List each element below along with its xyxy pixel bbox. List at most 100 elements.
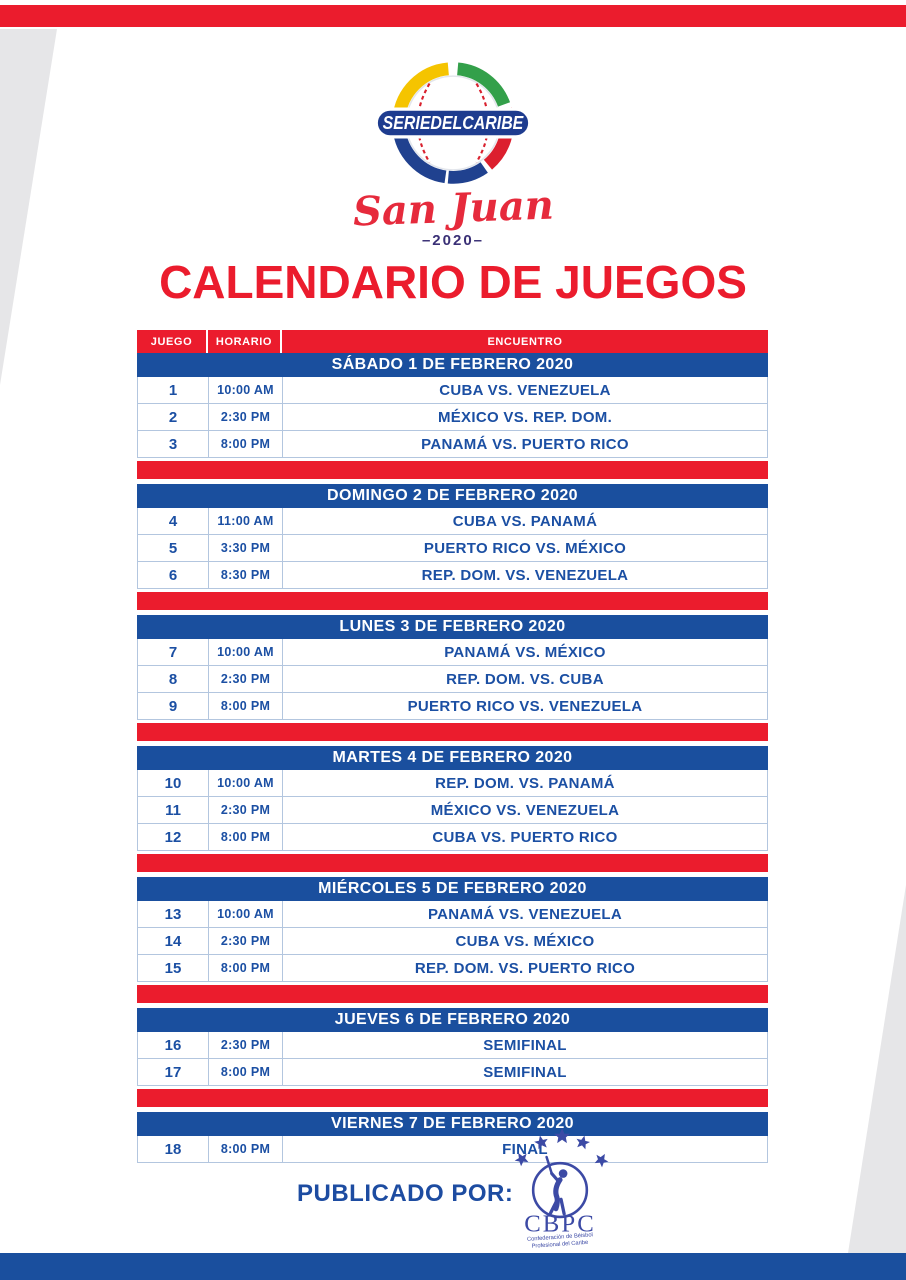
game-number: 7 <box>138 639 209 665</box>
schedule-table: JUEGO HORARIO ENCUENTRO SÁBADO 1 DE FEBR… <box>137 330 768 1163</box>
game-number: 12 <box>138 824 209 850</box>
game-time: 10:00 AM <box>209 639 283 665</box>
city-script: San Juan <box>351 181 555 236</box>
day-header: DOMINGO 2 DE FEBRERO 2020 <box>137 484 768 508</box>
red-divider <box>137 854 768 872</box>
table-row: 5 3:30 PM PUERTO RICO VS. MÉXICO <box>137 535 768 562</box>
game-time: 2:30 PM <box>209 797 283 823</box>
game-matchup: PUERTO RICO VS. MÉXICO <box>423 539 627 557</box>
table-row: 10 10:00 AM REP. DOM. VS. PANAMÁ <box>137 770 768 797</box>
cbpc-acronym: CBPC <box>524 1210 596 1237</box>
red-divider <box>137 592 768 610</box>
game-time: 2:30 PM <box>209 1032 283 1058</box>
table-row: 1 10:00 AM CUBA VS. VENEZUELA <box>137 377 768 404</box>
game-time: 8:00 PM <box>209 431 283 457</box>
game-matchup: CUBA VS. PUERTO RICO <box>432 828 618 846</box>
game-time: 8:00 PM <box>209 1136 283 1162</box>
published-by-label: PUBLICADO POR: <box>297 1180 514 1207</box>
game-time: 8:00 PM <box>209 693 283 719</box>
game-number: 2 <box>138 404 209 430</box>
game-number: 13 <box>138 901 209 927</box>
table-row: 14 2:30 PM CUBA VS. MÉXICO <box>137 928 768 955</box>
game-number: 9 <box>138 693 209 719</box>
bottom-right-gray-wedge <box>848 885 906 1253</box>
game-number: 16 <box>138 1032 209 1058</box>
table-row: 17 8:00 PM SEMIFINAL <box>137 1059 768 1086</box>
table-row: 18 8:00 PM FINAL <box>137 1136 768 1163</box>
table-row: 8 2:30 PM REP. DOM. VS. CUBA <box>137 666 768 693</box>
column-header-encuentro: ENCUENTRO <box>487 335 563 348</box>
game-time: 2:30 PM <box>209 928 283 954</box>
day-header: JUEVES 6 DE FEBRERO 2020 <box>137 1008 768 1032</box>
game-matchup: REP. DOM. VS. VENEZUELA <box>421 566 629 584</box>
game-matchup: REP. DOM. VS. CUBA <box>446 670 604 688</box>
table-row: 7 10:00 AM PANAMÁ VS. MÉXICO <box>137 639 768 666</box>
cbpc-subtitle-line2: Profesional del Caribe <box>531 1240 588 1250</box>
game-time: 8:00 PM <box>209 955 283 981</box>
game-matchup: CUBA VS. PANAMÁ <box>452 512 598 530</box>
red-divider <box>137 461 768 479</box>
game-number: 4 <box>138 508 209 534</box>
cbpc-logo: CBPC Confederación de Béisbol Profesiona… <box>514 1128 609 1250</box>
series-logo: SERIEDELCARIBE San Juan –2020– <box>0 58 906 249</box>
cbpc-stars-icon <box>514 1128 609 1168</box>
game-matchup: MÉXICO VS. VENEZUELA <box>430 801 620 819</box>
game-number: 17 <box>138 1059 209 1085</box>
game-time: 2:30 PM <box>209 666 283 692</box>
game-time: 8:00 PM <box>209 824 283 850</box>
game-matchup: CUBA VS. MÉXICO <box>455 932 595 950</box>
game-time: 10:00 AM <box>209 770 283 796</box>
table-row: 13 10:00 AM PANAMÁ VS. VENEZUELA <box>137 901 768 928</box>
page-title: CALENDARIO DE JUEGOS <box>159 256 747 308</box>
game-number: 6 <box>138 562 209 588</box>
table-row: 6 8:30 PM REP. DOM. VS. VENEZUELA <box>137 562 768 589</box>
game-number: 1 <box>138 377 209 403</box>
column-header-juego: JUEGO <box>137 330 208 353</box>
game-matchup: FINAL <box>502 1140 548 1158</box>
table-header-row: JUEGO HORARIO ENCUENTRO <box>137 330 768 353</box>
table-row: 3 8:00 PM PANAMÁ VS. PUERTO RICO <box>137 431 768 458</box>
game-number: 11 <box>138 797 209 823</box>
game-time: 8:30 PM <box>209 562 283 588</box>
logo-year: –2020– <box>421 232 485 249</box>
game-number: 18 <box>138 1136 209 1162</box>
day-header: MIÉRCOLES 5 DE FEBRERO 2020 <box>137 877 768 901</box>
game-matchup: REP. DOM. VS. PUERTO RICO <box>414 959 636 977</box>
game-matchup: PANAMÁ VS. PUERTO RICO <box>421 435 629 453</box>
red-divider <box>137 1089 768 1107</box>
game-matchup: PANAMÁ VS. MÉXICO <box>444 643 606 661</box>
cbpc-circle-icon <box>531 1161 589 1219</box>
day-header: LUNES 3 DE FEBRERO 2020 <box>137 615 768 639</box>
table-row: 12 8:00 PM CUBA VS. PUERTO RICO <box>137 824 768 851</box>
game-matchup: PUERTO RICO VS. VENEZUELA <box>407 697 643 715</box>
batter-icon <box>545 1155 568 1216</box>
table-row: 4 11:00 AM CUBA VS. PANAMÁ <box>137 508 768 535</box>
game-time: 8:00 PM <box>209 1059 283 1085</box>
bottom-blue-bar <box>0 1253 906 1280</box>
game-time: 10:00 AM <box>209 377 283 403</box>
top-red-bar <box>0 5 906 27</box>
game-number: 10 <box>138 770 209 796</box>
table-row: 9 8:00 PM PUERTO RICO VS. VENEZUELA <box>137 693 768 720</box>
game-number: 8 <box>138 666 209 692</box>
banner-text: SERIEDELCARIBE <box>383 113 524 133</box>
banner-pill <box>374 107 532 139</box>
cbpc-subtitle-line1: Confederación de Béisbol <box>527 1232 593 1243</box>
table-row: 16 2:30 PM SEMIFINAL <box>137 1032 768 1059</box>
day-header: VIERNES 7 DE FEBRERO 2020 <box>137 1112 768 1136</box>
game-matchup: PANAMÁ VS. VENEZUELA <box>427 905 623 923</box>
column-header-horario: HORARIO <box>208 330 282 353</box>
game-matchup: MÉXICO VS. REP. DOM. <box>437 408 613 426</box>
game-number: 5 <box>138 535 209 561</box>
game-time: 11:00 AM <box>209 508 283 534</box>
game-matchup: SEMIFINAL <box>483 1036 567 1054</box>
red-divider <box>137 723 768 741</box>
day-header: MARTES 4 DE FEBRERO 2020 <box>137 746 768 770</box>
table-row: 2 2:30 PM MÉXICO VS. REP. DOM. <box>137 404 768 431</box>
red-divider <box>137 985 768 1003</box>
game-time: 3:30 PM <box>209 535 283 561</box>
game-time: 10:00 AM <box>209 901 283 927</box>
baseball-emblem-icon: SERIEDELCARIBE <box>374 62 532 184</box>
game-matchup: REP. DOM. VS. PANAMÁ <box>435 774 615 792</box>
